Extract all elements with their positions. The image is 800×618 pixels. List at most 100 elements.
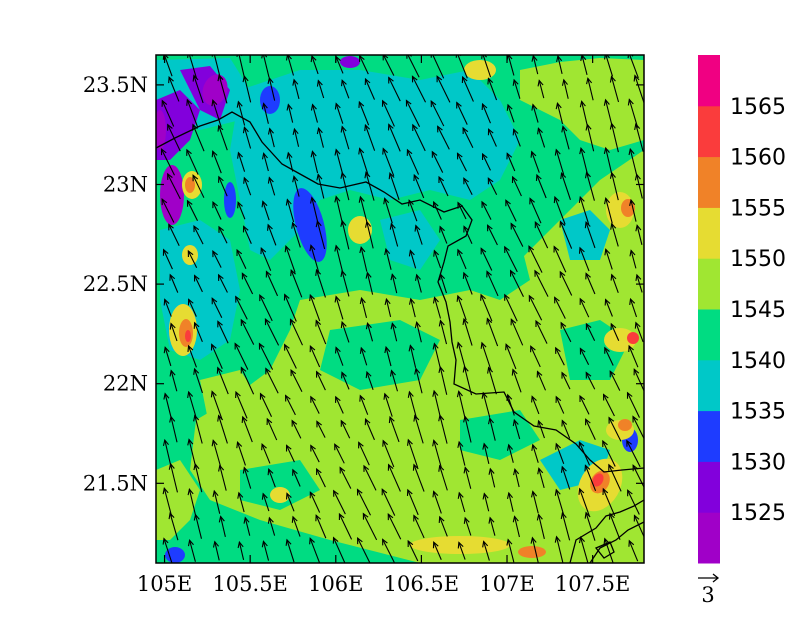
wind-vector (359, 394, 369, 415)
wind-vector (408, 249, 417, 269)
colorbar-swatch (698, 309, 720, 361)
wind-vector (553, 245, 567, 273)
wind-vector (487, 224, 498, 246)
wind-vector (609, 171, 619, 201)
x-tick-label: 105.5E (212, 572, 287, 596)
wind-vector (267, 127, 275, 148)
wind-vector (585, 123, 595, 152)
wind-vector (561, 371, 571, 390)
wind-vector (310, 196, 319, 225)
x-tick-label: 107.5E (555, 572, 630, 596)
wind-vector (579, 100, 588, 126)
wind-vector (585, 322, 596, 341)
x-tick-label: 106.5E (384, 572, 459, 596)
wind-vector (341, 79, 350, 99)
wind-vector (237, 151, 246, 172)
colorbar-swatch (698, 461, 720, 513)
wind-vector (432, 439, 442, 468)
wind-vector (387, 513, 402, 540)
wind-vector (212, 540, 220, 561)
wind-vector (609, 75, 620, 103)
wind-vector (365, 322, 374, 342)
field-region (160, 165, 184, 225)
wind-vector (358, 147, 369, 177)
wind-vector (560, 465, 571, 490)
wind-vector (413, 514, 425, 539)
wind-vector (359, 346, 368, 366)
wind-vector (236, 441, 246, 466)
wind-vector (261, 152, 269, 172)
wind-vector (267, 223, 277, 246)
colorbar-swatch (698, 512, 720, 564)
wind-vector (407, 438, 419, 468)
wind-vector (530, 536, 539, 563)
wind-vector (187, 438, 197, 469)
wind-vector (381, 99, 395, 127)
wind-vector (457, 440, 466, 466)
wind-vector (407, 390, 418, 419)
wind-vector (358, 100, 370, 126)
wind-vector (341, 371, 350, 390)
wind-vector (512, 515, 520, 538)
wind-vector (283, 293, 297, 322)
wind-vector (163, 298, 172, 317)
wind-vector (340, 171, 350, 201)
wind-vector (292, 127, 300, 147)
wind-vector (604, 248, 613, 270)
wind-vector (586, 77, 594, 101)
field-region (430, 320, 500, 380)
wind-vector (531, 395, 540, 415)
wind-vector (604, 55, 614, 77)
wind-vector (438, 319, 448, 345)
axis-ticks: 105E 105.5E 106E 106.5E 107E 107.5E 21.5N 22N 22… (83, 55, 644, 596)
wind-vector (217, 124, 228, 151)
wind-vector (555, 395, 565, 414)
wind-vector (316, 467, 326, 488)
wind-vector (609, 122, 619, 153)
wind-vector (584, 464, 597, 492)
wind-vector (432, 296, 442, 319)
wind-vector (628, 539, 639, 562)
wind-vector (531, 490, 539, 514)
wind-vector (168, 223, 180, 247)
wind-vector (561, 419, 571, 439)
wind-vector (602, 439, 616, 467)
wind-vector (388, 76, 401, 102)
wind-vector (340, 125, 350, 150)
wind-vector (431, 150, 444, 173)
wind-vector (259, 294, 273, 322)
wind-vector (553, 195, 566, 225)
wind-vector (187, 298, 197, 317)
colorbar-label: 1545 (730, 298, 786, 323)
wind-vector (634, 321, 644, 343)
wind-vector (186, 199, 199, 222)
wind-vector (291, 221, 301, 248)
wind-vector (438, 515, 448, 537)
field-region (464, 60, 496, 80)
wind-vector (381, 488, 396, 516)
wind-vector (481, 152, 491, 171)
colorbar-label: 1530 (730, 450, 786, 475)
wind-vector (480, 247, 493, 271)
colorbar: 1525 1530 1535 1540 1545 1550 1555 1560 1565 (698, 55, 786, 564)
wind-vector (433, 249, 442, 269)
wind-vector (554, 296, 566, 319)
field-region (260, 86, 280, 114)
wind-vector (412, 123, 426, 152)
field-region (627, 332, 639, 344)
wind-vector (534, 220, 549, 249)
wind-vector (480, 293, 493, 322)
wind-vector (169, 322, 178, 342)
wind-vector (218, 225, 228, 244)
wind-vector (628, 344, 639, 368)
field-region (618, 419, 632, 431)
wind-vector (608, 512, 621, 540)
wind-vector (411, 75, 427, 103)
wind-vector (578, 441, 591, 466)
wind-vector (505, 343, 517, 370)
wind-vector (211, 439, 222, 468)
wind-vector (530, 150, 540, 173)
coast-line (589, 521, 644, 563)
wind-vector (610, 273, 619, 293)
y-tick-label: 23N (103, 172, 148, 196)
